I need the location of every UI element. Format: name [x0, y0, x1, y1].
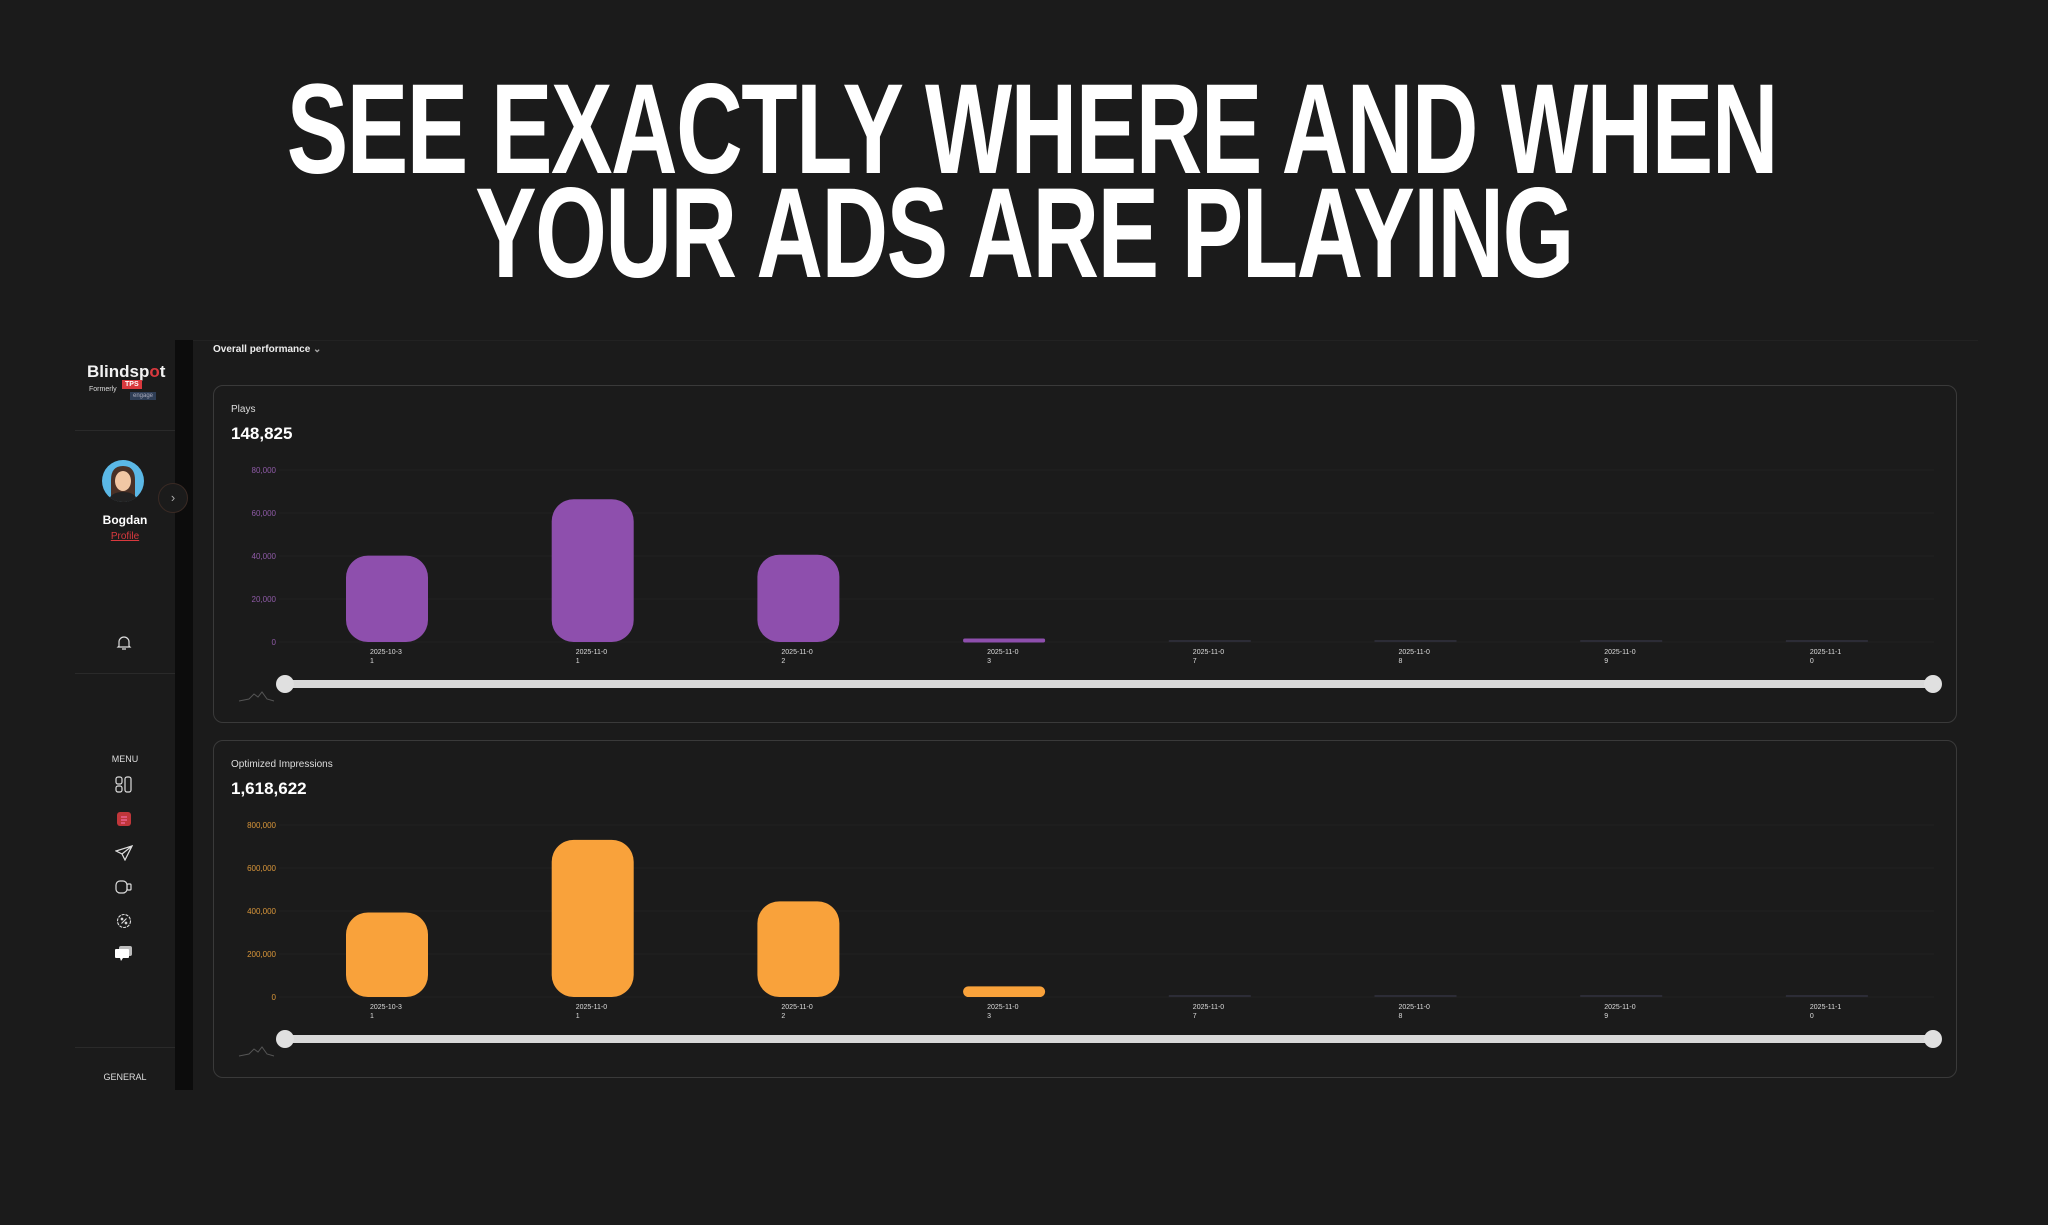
chevron-right-icon: ›	[170, 490, 176, 505]
sidebar: Blindspot Formerly TPS engage Bogdan Pro…	[75, 340, 175, 1090]
profile-link[interactable]: Profile	[110, 531, 140, 542]
chart-title: Optimized Impressions	[231, 759, 333, 770]
x-tick-label: 2025-11-0 8	[1399, 649, 1431, 665]
sparkline-icon	[238, 691, 275, 702]
plays-chart: 0 20,000 40,000 60,000 80,000 2025-10-3 1 2025-…	[238, 466, 1942, 702]
logo-dot: o	[149, 362, 160, 381]
logo-text: Blindsp	[87, 362, 150, 381]
chart-total: 148,825	[231, 424, 293, 443]
impressions-card: Optimized Impressions 1,618,622 0 200,000…	[213, 740, 1957, 1078]
send-icon[interactable]	[113, 842, 135, 864]
impressions-chart: 0 200,000 400,000 600,000 800,000 2025-10-3 1 2…	[238, 821, 1942, 1057]
y-tick-label: 0	[272, 993, 277, 1002]
chat-icon[interactable]	[113, 943, 135, 965]
dropdown-label: Overall performance	[213, 344, 311, 355]
report-icon[interactable]	[113, 808, 135, 830]
bar	[346, 555, 428, 642]
chevron-down-icon: ⌄	[313, 344, 322, 355]
y-tick-label: 600,000	[247, 864, 276, 873]
user-name: Bogdan	[102, 513, 148, 527]
logo-formerly: Formerly	[89, 386, 117, 393]
x-tick-label: 2025-11-0 9	[1604, 649, 1636, 665]
bar	[757, 554, 840, 642]
bell-icon[interactable]	[113, 632, 135, 654]
divider	[75, 673, 175, 674]
x-tick-label: 2025-10-3 1	[370, 649, 402, 665]
range-slider-track[interactable]	[284, 1035, 1934, 1043]
x-tick-label: 2025-10-3 1	[370, 1004, 402, 1020]
chart-total: 1,618,622	[231, 779, 307, 798]
x-tick-label: 2025-11-0 3	[987, 649, 1019, 665]
x-tick-label: 2025-11-0 3	[987, 1004, 1019, 1020]
divider	[75, 430, 175, 431]
sidebar-edge	[174, 340, 193, 1090]
logo-text-end: t	[159, 362, 166, 381]
logo-engage-badge: engage	[130, 392, 157, 400]
general-label: GENERAL	[103, 1072, 147, 1082]
sidebar-expand-button[interactable]: ›	[158, 483, 188, 513]
range-slider-track[interactable]	[284, 680, 1934, 688]
menu-label: MENU	[111, 754, 139, 764]
video-camera-icon[interactable]	[113, 876, 135, 898]
plays-card: Plays 148,825 0 20,000 40,000 60,000 80,000 2…	[213, 385, 1957, 723]
top-divider	[193, 340, 1978, 341]
x-tick-label: 2025-11-1 0	[1810, 649, 1842, 665]
y-tick-label: 800,000	[247, 821, 276, 830]
x-tick-label: 2025-11-0 7	[1193, 649, 1225, 665]
headline-line-1: SEE EXACTLY WHERE AND WHEN	[286, 58, 1779, 201]
logo[interactable]: Blindspot	[87, 362, 165, 382]
bar	[551, 499, 634, 642]
range-slider-start-handle[interactable]	[276, 1030, 294, 1048]
bar	[963, 986, 1046, 997]
x-tick-label: 2025-11-0 1	[576, 1004, 608, 1020]
bar	[551, 839, 634, 997]
x-tick-label: 2025-11-0 2	[781, 1004, 813, 1020]
range-slider-end-handle[interactable]	[1924, 675, 1942, 693]
sparkline-icon	[238, 1046, 275, 1057]
y-tick-label: 60,000	[252, 509, 277, 518]
y-tick-label: 40,000	[252, 552, 277, 561]
x-tick-label: 2025-11-0 1	[576, 649, 608, 665]
range-slider-end-handle[interactable]	[1924, 1030, 1942, 1048]
x-tick-label: 2025-11-0 2	[781, 649, 813, 665]
x-tick-label: 2025-11-0 7	[1193, 1004, 1225, 1020]
avatar-icon	[108, 466, 138, 502]
y-tick-label: 0	[272, 638, 277, 647]
avatar[interactable]	[102, 460, 144, 502]
logo-tps-badge: TPS	[122, 380, 142, 389]
y-tick-label: 20,000	[252, 595, 277, 604]
y-tick-label: 80,000	[252, 466, 277, 475]
y-tick-label: 400,000	[247, 907, 276, 916]
discount-badge-icon[interactable]	[113, 910, 135, 932]
chart-title: Plays	[231, 404, 256, 415]
bar	[346, 912, 428, 997]
range-slider-start-handle[interactable]	[276, 675, 294, 693]
x-tick-label: 2025-11-0 9	[1604, 1004, 1636, 1020]
x-tick-label: 2025-11-1 0	[1810, 1004, 1842, 1020]
dashboard-icon[interactable]	[113, 774, 135, 796]
bar	[757, 901, 840, 997]
divider	[75, 1047, 175, 1048]
headline-line-2: YOUR ADS ARE PLAYING	[475, 162, 1574, 305]
y-tick-label: 200,000	[247, 950, 276, 959]
bar	[963, 638, 1046, 643]
headline: SEE EXACTLY WHERE AND WHEN YOUR ADS ARE …	[0, 58, 2048, 305]
overall-performance-dropdown[interactable]: Overall performance ⌄	[213, 344, 321, 355]
x-tick-label: 2025-11-0 8	[1399, 1004, 1431, 1020]
